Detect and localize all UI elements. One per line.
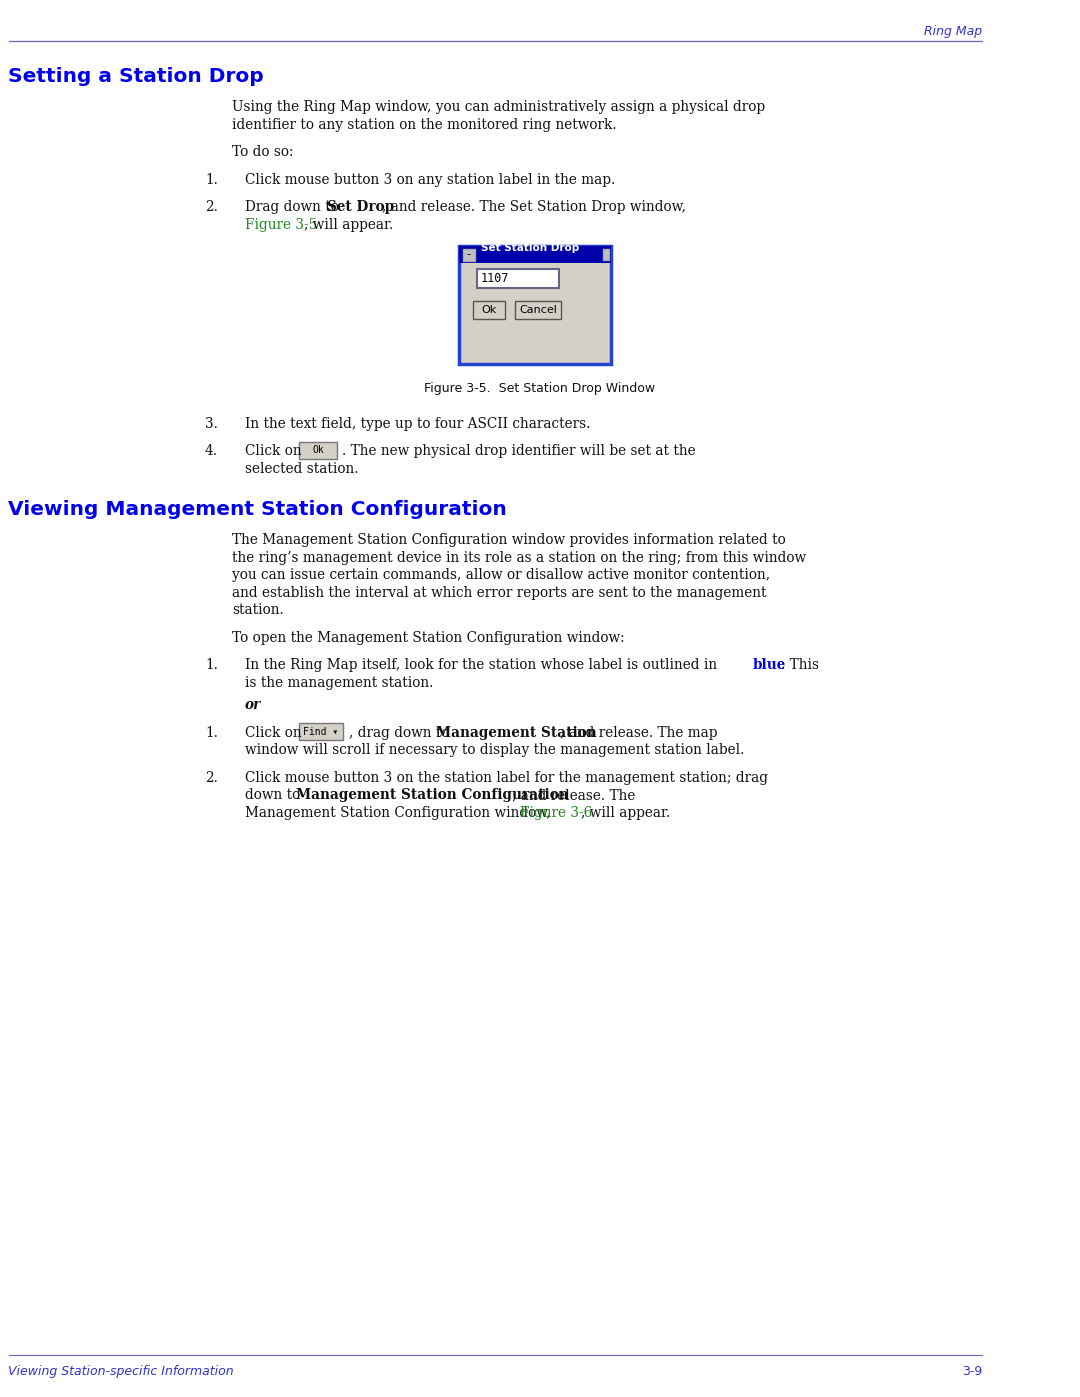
Text: Using the Ring Map window, you can administratively assign a physical drop: Using the Ring Map window, you can admin… (232, 101, 765, 115)
Text: down to: down to (245, 788, 305, 802)
Text: Figure 3-5: Figure 3-5 (245, 218, 318, 232)
Text: Ring Map: Ring Map (923, 25, 982, 38)
Text: window will scroll if necessary to display the management station label.: window will scroll if necessary to displ… (245, 743, 744, 757)
Text: To open the Management Station Configuration window:: To open the Management Station Configura… (232, 631, 624, 645)
Text: 2.: 2. (205, 771, 218, 785)
Text: Set Drop: Set Drop (327, 200, 394, 214)
Text: Figure 3-5.  Set Station Drop Window: Figure 3-5. Set Station Drop Window (424, 381, 656, 394)
Text: Click mouse button 3 on the station label for the management station; drag: Click mouse button 3 on the station labe… (245, 771, 768, 785)
Text: or: or (245, 698, 261, 712)
Text: selected station.: selected station. (245, 461, 359, 475)
Text: the ring’s management device in its role as a station on the ring; from this win: the ring’s management device in its role… (232, 550, 806, 564)
Text: , will appear.: , will appear. (305, 218, 394, 232)
Bar (299, 724, 343, 740)
Text: 1.: 1. (205, 172, 218, 187)
Bar (473, 300, 505, 319)
Bar (463, 249, 474, 260)
Bar (459, 246, 611, 263)
Text: Viewing Management Station Configuration: Viewing Management Station Configuration (9, 500, 508, 520)
Text: 2.: 2. (205, 200, 218, 214)
Text: Viewing Station-specific Information: Viewing Station-specific Information (9, 1365, 234, 1377)
Text: station.: station. (232, 604, 284, 617)
Bar (477, 270, 559, 288)
Text: 4.: 4. (205, 444, 218, 458)
Text: Find ▾: Find ▾ (303, 726, 339, 736)
Text: In the Ring Map itself, look for the station whose label is outlined in: In the Ring Map itself, look for the sta… (245, 658, 721, 672)
Text: 3-9: 3-9 (962, 1365, 982, 1377)
Text: Cancel: Cancel (519, 305, 557, 314)
Text: The Management Station Configuration window provides information related to: The Management Station Configuration win… (232, 534, 786, 548)
Text: is the management station.: is the management station. (245, 676, 433, 690)
Text: Click mouse button 3 on any station label in the map.: Click mouse button 3 on any station labe… (245, 172, 616, 187)
Text: and establish the interval at which error reports are sent to the management: and establish the interval at which erro… (232, 585, 767, 599)
Text: , will appear.: , will appear. (581, 806, 671, 820)
Text: 3.: 3. (205, 416, 218, 430)
Text: 1.: 1. (205, 726, 218, 740)
Text: Set Station Drop: Set Station Drop (481, 243, 579, 253)
Bar (515, 300, 561, 319)
Bar (459, 246, 611, 363)
Text: , and release. The map: , and release. The map (561, 726, 717, 740)
Text: Management Station Configuration window,: Management Station Configuration window, (245, 806, 555, 820)
Text: , drag down to: , drag down to (349, 726, 454, 740)
Text: Ok: Ok (482, 305, 497, 314)
Text: 1.: 1. (205, 658, 218, 672)
Text: Figure 3-6: Figure 3-6 (519, 806, 592, 820)
Bar (299, 441, 337, 458)
Text: Management Station: Management Station (436, 726, 597, 740)
Text: Management Station Configuration: Management Station Configuration (296, 788, 568, 802)
Text: Click on: Click on (245, 726, 306, 740)
Bar (603, 249, 609, 260)
Text: Setting a Station Drop: Setting a Station Drop (9, 67, 265, 87)
Text: Ok: Ok (312, 446, 324, 455)
Text: , and release. The: , and release. The (512, 788, 635, 802)
Text: 1107: 1107 (481, 271, 510, 285)
Text: you can issue certain commands, allow or disallow active monitor contention,: you can issue certain commands, allow or… (232, 569, 770, 583)
Text: blue: blue (753, 658, 786, 672)
Text: Click on: Click on (245, 444, 306, 458)
Text: –: – (467, 250, 471, 260)
Text: Drag down to: Drag down to (245, 200, 343, 214)
Text: In the text field, type up to four ASCII characters.: In the text field, type up to four ASCII… (245, 416, 591, 430)
Text: . The new physical drop identifier will be set at the: . The new physical drop identifier will … (342, 444, 696, 458)
Text: To do so:: To do so: (232, 145, 294, 159)
Text: . This: . This (781, 658, 819, 672)
Text: , and release. The Set Station Drop window,: , and release. The Set Station Drop wind… (382, 200, 686, 214)
Text: identifier to any station on the monitored ring network.: identifier to any station on the monitor… (232, 117, 617, 131)
